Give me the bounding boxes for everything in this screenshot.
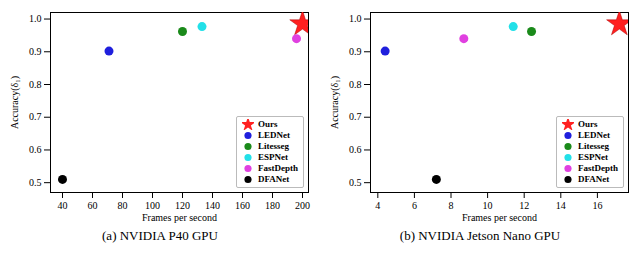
html-text:LEDNet: LEDNet bbox=[578, 130, 610, 140]
svg-text:140: 140 bbox=[205, 200, 220, 211]
html-text:(b) NVIDIA Jetson Nano GPU: (b) NVIDIA Jetson Nano GPU bbox=[399, 228, 561, 243]
svg-text:Frames per second: Frames per second bbox=[462, 212, 537, 223]
svg-text:0.5: 0.5 bbox=[349, 177, 362, 188]
svg-text:200: 200 bbox=[295, 200, 310, 211]
svg-text:0.9: 0.9 bbox=[349, 46, 362, 57]
svg-text:4: 4 bbox=[375, 200, 380, 211]
svg-text:Accuracy(δ₁): Accuracy(δ₁) bbox=[9, 76, 21, 129]
html-text:FastDepth: FastDepth bbox=[578, 163, 618, 173]
svg-text:12: 12 bbox=[519, 200, 529, 211]
svg-text:10: 10 bbox=[483, 200, 493, 211]
svg-text:120: 120 bbox=[175, 200, 190, 211]
html-text:LEDNet: LEDNet bbox=[258, 130, 290, 140]
svg-text:0.8: 0.8 bbox=[29, 79, 42, 90]
svg-text:6: 6 bbox=[412, 200, 417, 211]
svg-text:80: 80 bbox=[118, 200, 128, 211]
svg-text:Frames per second: Frames per second bbox=[142, 212, 217, 223]
svg-text:1.0: 1.0 bbox=[349, 13, 362, 24]
html-text:(a) NVIDIA P40 GPU: (a) NVIDIA P40 GPU bbox=[102, 228, 218, 243]
svg-text:0.6: 0.6 bbox=[349, 144, 362, 155]
svg-text:16: 16 bbox=[592, 200, 602, 211]
html-text:DFANet: DFANet bbox=[258, 174, 290, 184]
svg-text:0.9: 0.9 bbox=[29, 46, 42, 57]
svg-text:100: 100 bbox=[145, 200, 160, 211]
html-text:ESPNet: ESPNet bbox=[258, 152, 288, 162]
svg-text:Accuracy(δ₁): Accuracy(δ₁) bbox=[329, 76, 341, 129]
svg-text:40: 40 bbox=[58, 200, 68, 211]
html-text:Litesseg: Litesseg bbox=[258, 141, 289, 151]
svg-text:180: 180 bbox=[265, 200, 280, 211]
html-text:Ours: Ours bbox=[578, 119, 598, 129]
svg-text:0.5: 0.5 bbox=[29, 177, 42, 188]
svg-text:60: 60 bbox=[88, 200, 98, 211]
html-text:Ours: Ours bbox=[258, 119, 278, 129]
svg-text:0.7: 0.7 bbox=[349, 111, 362, 122]
svg-text:8: 8 bbox=[449, 200, 454, 211]
svg-text:0.8: 0.8 bbox=[349, 79, 362, 90]
svg-text:1.0: 1.0 bbox=[29, 13, 42, 24]
html-text:DFANet: DFANet bbox=[578, 174, 610, 184]
html-text:ESPNet: ESPNet bbox=[578, 152, 608, 162]
html-text:FastDepth: FastDepth bbox=[258, 163, 298, 173]
svg-text:0.7: 0.7 bbox=[29, 111, 42, 122]
svg-text:14: 14 bbox=[556, 200, 566, 211]
html-text:Litesseg: Litesseg bbox=[578, 141, 609, 151]
svg-text:160: 160 bbox=[235, 200, 250, 211]
svg-text:0.6: 0.6 bbox=[29, 144, 42, 155]
